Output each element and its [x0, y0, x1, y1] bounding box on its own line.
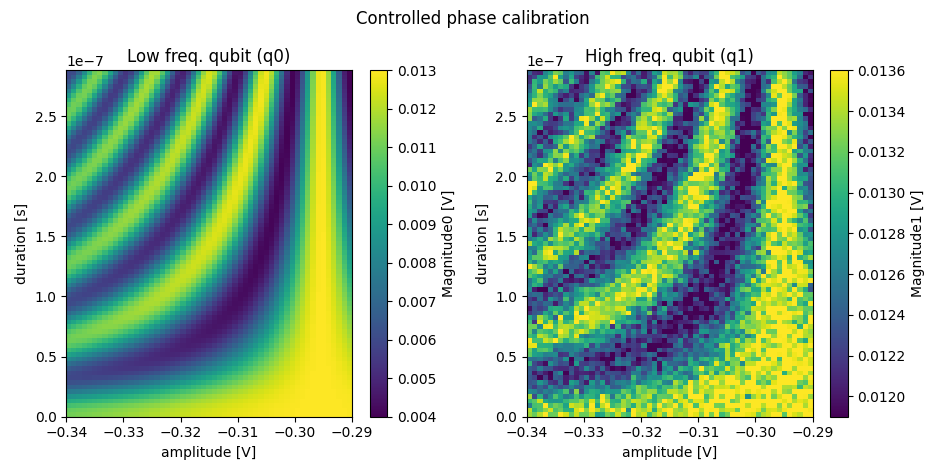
Y-axis label: duration [s]: duration [s]	[475, 203, 489, 284]
Y-axis label: Magnitude1 [V]: Magnitude1 [V]	[910, 190, 924, 297]
Y-axis label: Magnitude0 [V]: Magnitude0 [V]	[442, 190, 456, 297]
Y-axis label: duration [s]: duration [s]	[15, 203, 29, 284]
Text: Controlled phase calibration: Controlled phase calibration	[355, 10, 589, 28]
Title: High freq. qubit (q1): High freq. qubit (q1)	[584, 48, 753, 66]
X-axis label: amplitude [V]: amplitude [V]	[621, 446, 716, 460]
X-axis label: amplitude [V]: amplitude [V]	[161, 446, 257, 460]
Title: Low freq. qubit (q0): Low freq. qubit (q0)	[127, 48, 291, 66]
